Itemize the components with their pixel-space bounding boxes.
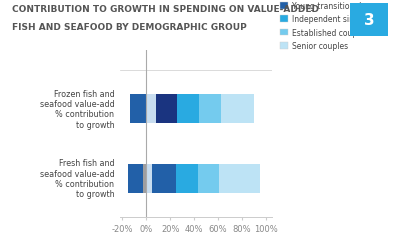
Bar: [219, 164, 260, 193]
Bar: [152, 164, 176, 193]
Text: FISH AND SEAFOOD BY DEMOGRAPHIC GROUP: FISH AND SEAFOOD BY DEMOGRAPHIC GROUP: [12, 23, 247, 32]
Bar: [199, 95, 220, 124]
Bar: [220, 95, 254, 124]
Bar: [130, 95, 146, 124]
Legend: Start-up families, Small-scale families, Bustling families, Young transitionals,: Start-up families, Small-scale families,…: [280, 0, 370, 51]
Bar: [178, 95, 199, 124]
Bar: [146, 164, 152, 193]
Bar: [143, 164, 146, 193]
Text: 3: 3: [364, 13, 374, 28]
Bar: [128, 164, 143, 193]
Text: CONTRIBUTION TO GROWTH IN SPENDING ON VALUE-ADDED: CONTRIBUTION TO GROWTH IN SPENDING ON VA…: [12, 5, 319, 14]
Bar: [146, 95, 156, 124]
Bar: [198, 164, 219, 193]
Bar: [156, 95, 178, 124]
Bar: [176, 164, 198, 193]
